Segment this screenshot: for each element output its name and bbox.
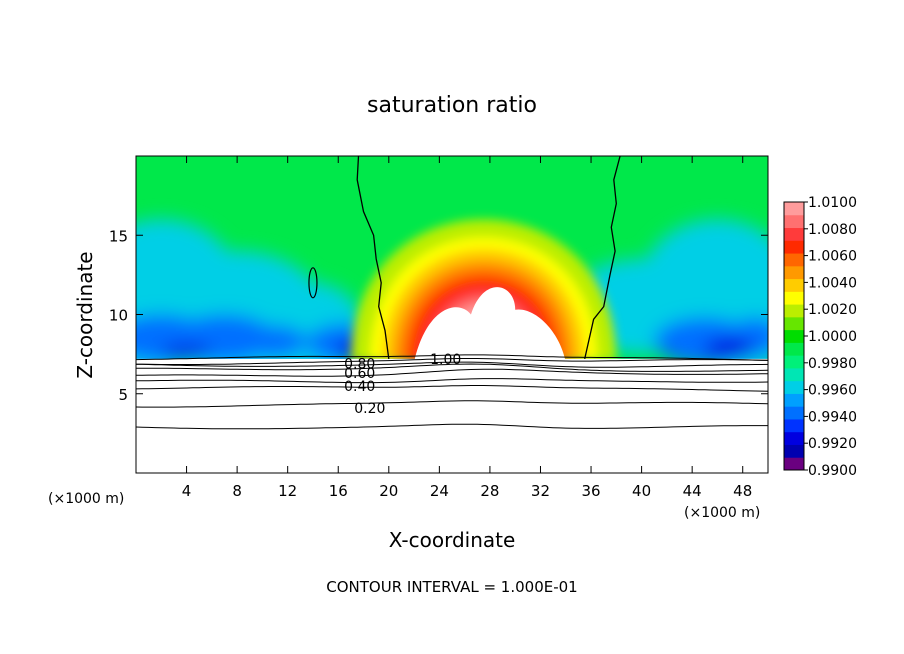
colorbar-label-8: 0.9940 [808,409,857,425]
contour-line-5 [136,363,768,372]
colorbar-swatch-9 [784,342,804,356]
contour-label-4: 1.00 [430,352,461,368]
colorbar-label-4: 1.0020 [808,302,857,318]
x-tick-label-8: 36 [581,482,600,500]
colorbar-swatch-3 [784,418,804,433]
contour-label-0: 0.20 [354,401,385,417]
colorbar-label-10: 0.9900 [808,463,857,479]
colorbar-swatch-11 [784,316,804,331]
contour-labels: 0.20 0.400.600.80 1.00 [344,352,461,417]
contour-line-3 [136,378,768,384]
colorbar-swatch-18 [784,227,804,241]
x-tick-label-4: 20 [379,482,398,500]
colorbar-swatch-10 [784,329,804,343]
colorbar-swatch-15 [784,265,804,280]
shade-deepblue-2 [161,344,212,360]
colorbar-label-6: 0.9980 [808,356,857,372]
colorbar-swatch-16 [784,253,804,267]
x-tick-label-6: 28 [480,482,499,500]
contour-line-7 [136,358,768,365]
contour-line-2 [136,385,768,392]
x-tick-label-9: 40 [632,482,651,500]
x-axis-units-left: (×1000 m) [48,491,124,507]
colorbar-swatch-0 [784,457,804,471]
upper-field [136,156,768,360]
colorbar-swatch-5 [784,393,804,407]
x-axis-units-right: (×1000 m) [684,505,760,521]
colorbar-label-1: 1.0080 [808,222,857,238]
contour-lines [136,156,768,430]
colorbar-swatch-7 [784,367,804,382]
below-base-region [136,358,768,473]
colorbar-label-3: 1.0040 [808,275,857,291]
colorbar-swatch-8 [784,355,804,369]
x-tick-label-2: 12 [278,482,297,500]
colorbar-swatch-6 [784,380,804,394]
chart-title: saturation ratio [367,93,537,118]
x-tick-label-10: 44 [683,482,702,500]
shade-blue-5 [243,325,307,358]
x-tick-label-0: 4 [182,482,192,500]
contour-line-1 [136,400,768,408]
colorbar-swatch-13 [784,291,804,305]
contour-interval-note: CONTOUR INTERVAL = 1.000E-01 [326,578,577,596]
beyond-scale-core [414,287,566,360]
saturation-field [136,156,768,473]
cloud-edge-contour-0 [356,156,390,359]
shade-deepblue-1 [704,338,756,360]
colorbar-label-2: 1.0060 [808,249,857,265]
cloud-edge-contour-1 [584,156,621,360]
colorbar-swatch-19 [784,214,804,229]
contour-label-1: 0.40 [344,379,375,395]
contour-line-0 [136,423,768,430]
y-tick-label-0: 5 [118,386,128,404]
colorbar-label-5: 1.0000 [808,329,857,345]
colorbar-swatch-14 [784,278,804,292]
colorbar-swatch-4 [784,406,804,420]
x-tick-label-7: 32 [531,482,550,500]
y-tick-label-1: 10 [109,307,128,325]
colorbar-swatch-1 [784,444,804,458]
x-tick-label-3: 16 [329,482,348,500]
small-closed-contour [308,267,318,299]
contour-label-2: 0.60 [344,366,375,382]
colorbar: 1.0100 1.0080 1.0060 1.0040 1.0020 1.0000 0.99… [783,195,857,479]
x-tick-label-5: 24 [430,482,449,500]
colorbar-label-7: 0.9960 [808,383,857,399]
y-tick-label-2: 15 [109,227,128,245]
colorbar-swatch-2 [784,431,804,445]
x-tick-label-11: 48 [733,482,752,500]
colorbar-swatch-20 [784,202,804,216]
contour-line-4 [136,368,768,377]
colorbar-swatch-17 [784,240,804,254]
x-axis-label: X-coordinate [389,528,516,552]
y-axis-ticks: 5 10 15 [109,227,768,404]
contour-label-3: 0.80 [344,357,375,373]
colorbar-label-9: 0.9920 [808,436,857,452]
x-axis-ticks: 4 8 12 16 20 24 28 32 36 40 44 48 [182,156,752,500]
contour-line-8 [136,354,768,361]
contour-line-6 [136,361,768,368]
x-tick-label-1: 8 [232,482,242,500]
colorbar-swatch-12 [784,304,804,318]
colorbar-label-0: 1.0100 [808,195,857,211]
y-axis-label: Z-coordinate [73,251,97,378]
subsaturated-shading [136,219,768,360]
